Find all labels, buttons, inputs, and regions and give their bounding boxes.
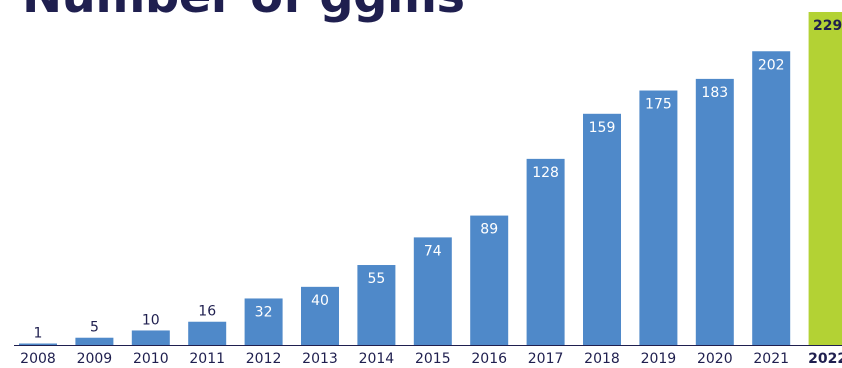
value-label-2018: 159 [589,120,616,136]
x-tick-label-2021: 2021 [753,351,789,367]
bar-2015 [413,237,452,345]
value-label-2021: 202 [758,57,785,73]
value-label-2008: 1 [34,326,43,342]
bar-2010 [131,330,170,345]
x-tick-label-2017: 2017 [528,351,564,367]
x-tick-label-2014: 2014 [359,351,395,367]
value-label-2016: 89 [480,222,498,238]
x-tick-label-2013: 2013 [302,351,338,367]
bar-2014 [357,265,396,345]
x-tick-label-2008: 2008 [20,351,56,367]
value-label-2009: 5 [90,320,99,336]
bar-2017 [526,158,565,345]
bar-2011 [188,321,227,345]
value-label-2015: 74 [424,243,442,259]
x-tick-label-2010: 2010 [133,351,169,367]
value-label-2014: 55 [367,271,385,287]
value-label-2012: 32 [255,304,273,320]
chart-title: Number of ggms [22,0,465,24]
x-tick-label-2009: 2009 [77,351,113,367]
bar-2020 [695,78,734,345]
bar-2022 [808,12,842,345]
x-tick-label-2012: 2012 [246,351,282,367]
value-label-2011: 16 [198,304,216,320]
bar-2021 [752,51,791,345]
value-label-2013: 40 [311,293,329,309]
x-tick-label-2019: 2019 [641,351,677,367]
bar-2012 [244,298,283,345]
bar-2013 [301,286,339,345]
bar-2019 [639,90,678,345]
bar-2009 [75,337,114,345]
value-label-2010: 10 [142,312,160,328]
x-tick-label-2011: 2011 [189,351,225,367]
x-tick-label-2018: 2018 [584,351,620,367]
value-label-2017: 128 [532,165,559,181]
bar-2008 [19,343,57,345]
value-label-2020: 183 [701,85,728,101]
bar-2018 [583,113,621,345]
x-tick-label-2015: 2015 [415,351,451,367]
bar-2016 [470,215,509,345]
x-tick-label-2020: 2020 [697,351,733,367]
x-tick-label-2016: 2016 [471,351,507,367]
value-label-2019: 175 [645,97,672,113]
value-label-2022: 229 [813,18,842,34]
